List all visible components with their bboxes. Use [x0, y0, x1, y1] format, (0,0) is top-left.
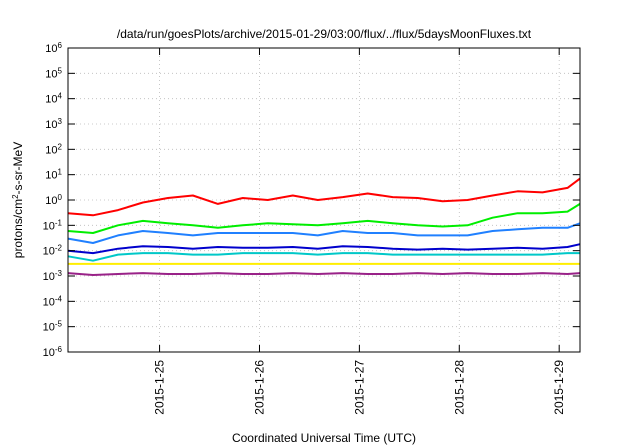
- x-axis-ticks: 2015-1-25 2015-1-26 2015-1-27 2015-1-28 2015…: [153, 48, 566, 415]
- y-tick-label: 10-2: [43, 243, 63, 258]
- series-line: [67, 222, 581, 244]
- series-line: [67, 272, 581, 276]
- y-tick-label: 10-4: [43, 294, 63, 309]
- y-axis-label-rest: -s-sr-MeV: [11, 142, 25, 195]
- y-tick-exponent: 6: [58, 41, 63, 50]
- y-tick-label: 10-6: [43, 345, 63, 360]
- y-tick-label: 10-5: [43, 319, 63, 334]
- y-tick-exponent: 0: [58, 193, 63, 202]
- series-group: [67, 177, 581, 276]
- y-axis-label-base: protons/cm: [11, 199, 25, 258]
- y-tick-label: 10-3: [43, 269, 63, 284]
- y-tick-exponent: -3: [55, 269, 63, 278]
- y-axis-label-sup: 2: [11, 194, 20, 199]
- x-tick-label: 2015-1-29: [552, 360, 566, 415]
- y-axis-label: protons/cm2-s-sr-MeV: [11, 142, 26, 258]
- y-tick-exponent: 2: [58, 142, 63, 151]
- x-tick-label: 2015-1-25: [153, 360, 167, 415]
- series-line: [67, 203, 581, 234]
- x-tick-label: 2015-1-27: [352, 360, 366, 415]
- y-tick-label: 101: [45, 167, 62, 182]
- x-axis-label: Coordinated Universal Time (UTC): [232, 431, 416, 445]
- x-tick-label: 2015-1-26: [252, 360, 266, 415]
- y-tick-exponent: -5: [55, 319, 63, 328]
- y-tick-label: 100: [45, 193, 62, 208]
- chart-title: /data/run/goesPlots/archive/2015-01-29/0…: [117, 27, 532, 41]
- y-tick-label: 10-1: [43, 218, 63, 233]
- y-tick-exponent: 1: [58, 167, 63, 176]
- x-tick-label: 2015-1-28: [452, 360, 466, 415]
- y-tick-label: 102: [45, 142, 62, 157]
- y-tick-label: 106: [45, 41, 62, 56]
- series-line: [67, 177, 581, 217]
- y-tick-label: 103: [45, 117, 62, 132]
- y-tick-label: 104: [45, 91, 62, 106]
- y-tick-label: 105: [45, 66, 62, 81]
- y-tick-exponent: 4: [58, 91, 63, 100]
- y-tick-exponent: 3: [58, 117, 63, 126]
- series-line: [67, 243, 581, 255]
- y-tick-exponent: -2: [55, 243, 63, 252]
- y-tick-exponent: -6: [55, 345, 63, 354]
- y-tick-exponent: -1: [55, 218, 63, 227]
- series-line: [67, 252, 580, 262]
- y-tick-exponent: -4: [55, 294, 63, 303]
- y-tick-exponent: 5: [58, 66, 63, 75]
